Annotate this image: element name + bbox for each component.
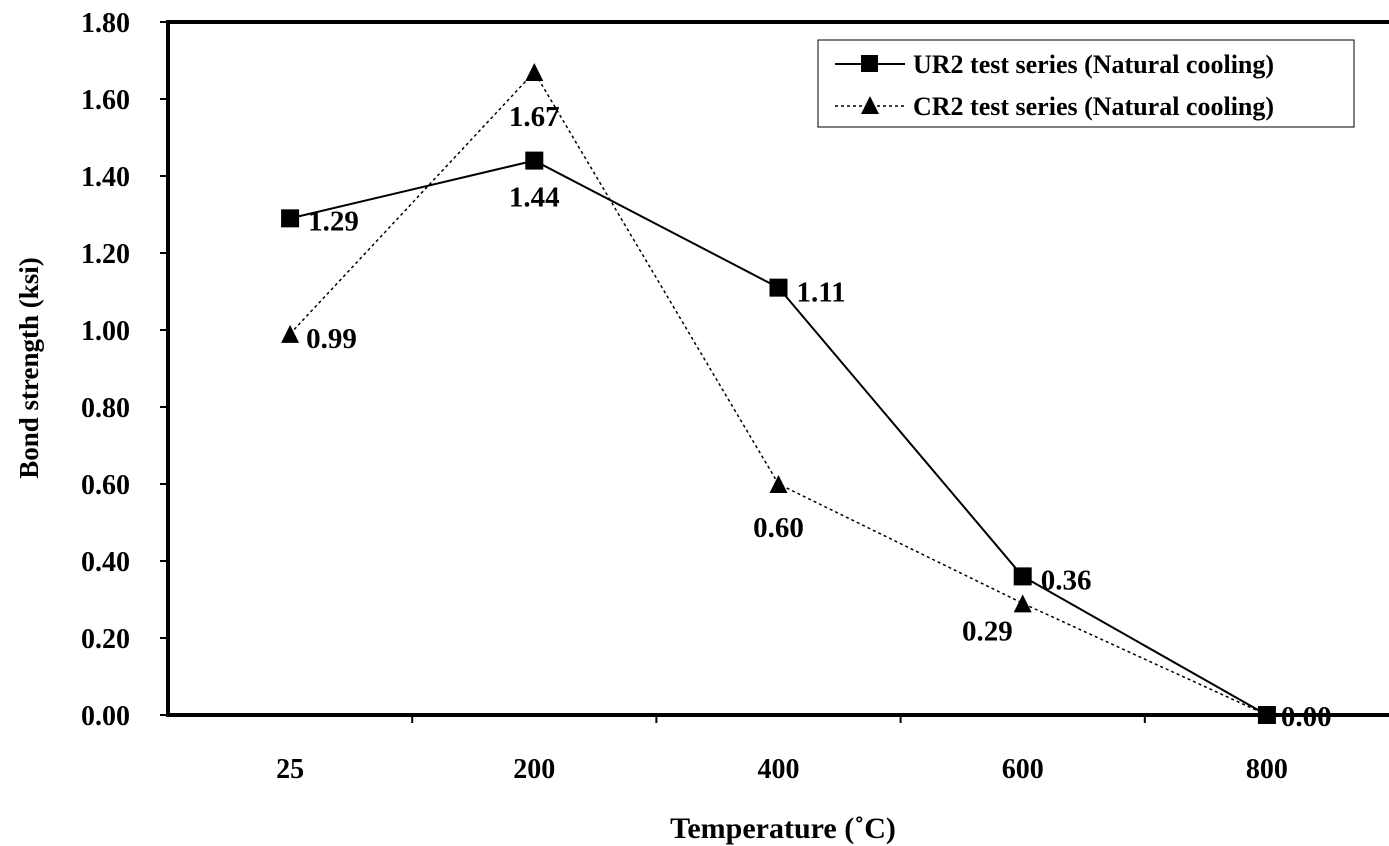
y-tick-label: 0.20 (81, 624, 130, 655)
data-point-cr2 (525, 63, 544, 82)
y-tick-label: 0.00 (81, 701, 130, 732)
data-point-ur2 (525, 151, 544, 170)
legend: UR2 test series (Natural cooling) CR2 te… (817, 39, 1355, 128)
y-tick-label: 0.80 (81, 393, 130, 424)
data-label-cr2: 0.29 (962, 615, 1013, 647)
data-point-cr2 (281, 324, 300, 343)
data-label-ur2: 1.44 (509, 182, 560, 214)
legend-box (817, 39, 1355, 128)
x-axis-title: Temperature (˚C) (670, 812, 896, 845)
legend-marker-triangle (861, 96, 879, 114)
data-label-ur2: 1.11 (797, 277, 846, 309)
legend-marker-square (861, 55, 878, 72)
y-tick-label: 1.60 (81, 85, 130, 116)
data-point-ur2 (281, 209, 300, 228)
x-tick-label: 800 (1246, 754, 1288, 785)
y-tick-label: 0.60 (81, 470, 130, 501)
data-label-ur2: 0.00 (1281, 701, 1332, 733)
data-label-cr2: 1.67 (509, 101, 560, 133)
data-point-cr2 (1013, 594, 1032, 613)
data-point-cr2 (769, 475, 788, 493)
data-label-ur2: 1.29 (308, 205, 359, 237)
data-label-ur2: 0.36 (1041, 564, 1092, 596)
data-point-cr2 (1257, 706, 1276, 724)
legend-label-ur2: UR2 test series (Natural cooling) (913, 50, 1274, 79)
y-tick-label: 1.20 (81, 239, 130, 270)
legend-label-cr2: CR2 test series (Natural cooling) (913, 92, 1274, 121)
data-label-cr2: 0.99 (306, 323, 357, 355)
y-tick-label: 1.00 (81, 316, 130, 347)
x-tick-label: 400 (758, 754, 800, 785)
y-tick-label: 1.80 (81, 8, 130, 39)
y-tick-label: 1.40 (81, 162, 130, 193)
y-axis-title: Bond strength (ksi) (14, 257, 44, 479)
x-tick-label: 600 (1002, 754, 1044, 785)
data-label-cr2: 0.60 (753, 512, 804, 544)
plot-area (166, 20, 1389, 717)
data-point-ur2 (1013, 567, 1032, 586)
x-tick-label: 200 (513, 754, 555, 785)
y-tick-label: 0.40 (81, 547, 130, 578)
x-tick-label: 25 (276, 754, 304, 785)
data-point-ur2 (769, 278, 788, 297)
